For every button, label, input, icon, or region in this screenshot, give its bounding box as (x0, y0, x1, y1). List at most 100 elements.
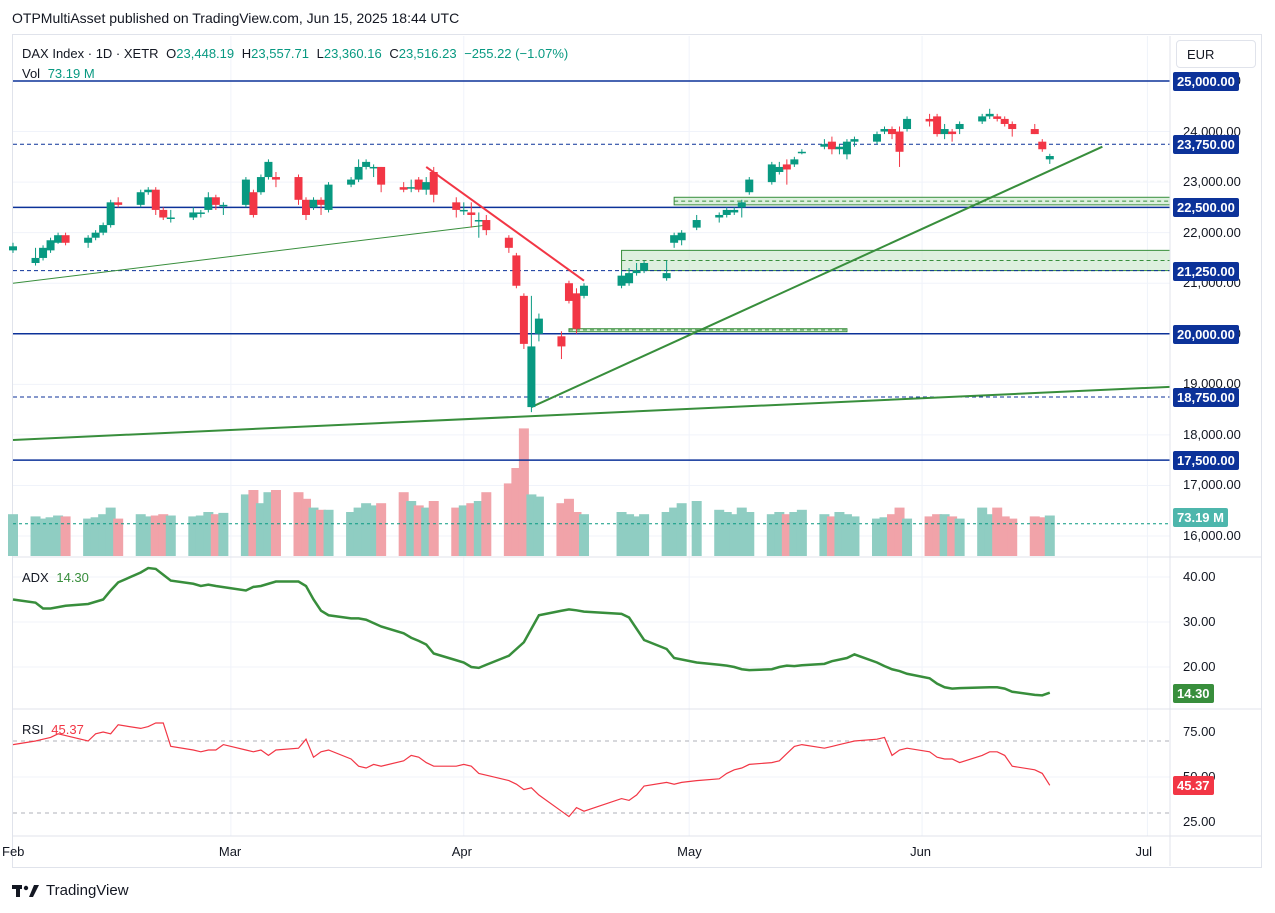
candle-body (302, 199, 311, 215)
volume-bar (308, 507, 319, 556)
candle-body (219, 204, 228, 207)
volume-bar (316, 509, 327, 556)
close-label: C (389, 46, 399, 61)
candlesticks (9, 108, 1054, 413)
candle-body (625, 273, 634, 284)
tradingview-brand: TradingView (46, 882, 129, 899)
trendlines (12, 145, 1171, 441)
volume-bar (766, 514, 777, 556)
time-axis-label: Feb (2, 844, 25, 859)
candle-body (136, 192, 145, 205)
volume-bar (323, 509, 334, 556)
volume-bar (954, 518, 965, 556)
volume-bar (165, 515, 176, 556)
candle-body (579, 285, 588, 296)
volume-bar (834, 512, 845, 556)
tradingview-logo[interactable]: TradingView (12, 882, 129, 899)
volume-bar (714, 509, 725, 556)
candle-body (414, 179, 423, 190)
adx-line (12, 566, 1051, 697)
candle-body (835, 146, 844, 150)
volume-bar (563, 498, 574, 556)
volume-bar (616, 512, 627, 556)
volume-bar (203, 512, 214, 556)
candle-body (880, 129, 889, 132)
chart-frame (12, 34, 1262, 868)
adx-label: ADX (22, 570, 49, 585)
volume-bar (53, 515, 64, 556)
level-tag: 22,500.00 (1173, 198, 1239, 218)
volume-bar (466, 503, 477, 556)
tradingview-logo-icon (12, 884, 39, 897)
volume-bar (947, 516, 958, 556)
candle-body (662, 273, 671, 279)
candle-body (166, 217, 175, 219)
candle-body (459, 209, 468, 212)
candle-body (91, 232, 100, 238)
candle-body (54, 235, 63, 243)
volume-bar (451, 507, 462, 556)
rsi-legend[interactable]: RSI 45.37 (22, 722, 84, 737)
level-tag: 23,750.00 (1173, 135, 1239, 155)
candle-body (309, 199, 318, 208)
pane-separators (13, 36, 1262, 866)
candle-body (369, 166, 378, 169)
candle-body (895, 131, 904, 152)
adx-axis-label: 30.00 (1183, 614, 1216, 629)
volume-bar (143, 516, 154, 556)
rsi-label: RSI (22, 722, 44, 737)
candle-body (84, 237, 93, 243)
volume-bar (105, 507, 116, 556)
volume-bar (894, 507, 905, 556)
volume-bar (293, 492, 304, 556)
volume-bar (736, 507, 747, 556)
candle-body (730, 209, 739, 213)
candle-body (842, 141, 851, 155)
volume-bar (902, 518, 913, 556)
adx-value-tag: 14.30 (1173, 683, 1214, 703)
open-value: 23,448.19 (176, 46, 235, 61)
volume-bar (503, 483, 514, 556)
candle-body (31, 257, 40, 263)
candle-body (557, 336, 566, 347)
candle-body (820, 144, 829, 147)
candle-body (617, 275, 626, 286)
candle-body (782, 164, 791, 170)
candle-body (925, 118, 934, 122)
time-axis-label: Jun (910, 844, 932, 859)
volume-bar (721, 512, 732, 556)
volume-bar (413, 505, 424, 556)
volume-bar (999, 516, 1010, 556)
symbol-legend[interactable]: DAX Index · 1D · XETR O23,448.19 H23,557… (22, 46, 568, 61)
candle-body (677, 232, 686, 241)
candle-body (46, 240, 55, 251)
candle-body (211, 197, 220, 205)
volume-bar (624, 514, 635, 556)
candle-body (767, 164, 776, 183)
volume-legend[interactable]: Vol 73.19 M (22, 66, 95, 81)
candle-body (827, 141, 836, 150)
grid-lines (13, 36, 1170, 836)
candle-body (482, 220, 491, 231)
candle-body (474, 220, 483, 222)
candle-body (452, 202, 461, 210)
price-axis-label: 22,000.00 (1183, 224, 1241, 240)
volume-bar (248, 490, 259, 556)
volume-bars (8, 428, 1170, 556)
volume-bar (353, 507, 364, 556)
candle-body (564, 283, 573, 301)
currency-button[interactable]: EUR (1176, 40, 1256, 68)
volume-bar (473, 501, 484, 556)
candle-body (264, 161, 273, 178)
candle-body (512, 255, 521, 286)
volume-bar (30, 516, 41, 556)
candle-body (978, 116, 987, 122)
adx-legend[interactable]: ADX 14.30 (22, 570, 89, 585)
volume-bar (669, 507, 680, 556)
volume-bar (481, 492, 492, 556)
volume-bar (210, 514, 221, 556)
volume-bar (158, 514, 169, 556)
level-tag: 21,250.00 (1173, 261, 1239, 281)
candle-body (1000, 118, 1009, 124)
